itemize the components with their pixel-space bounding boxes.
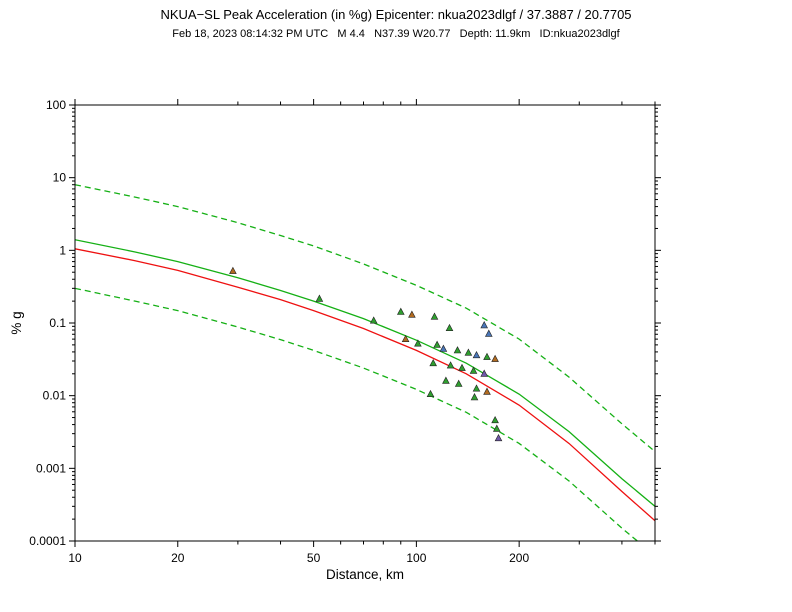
station-marker <box>442 376 450 384</box>
chart-subtitle: Feb 18, 2023 08:14:32 PM UTC M 4.4 N37.3… <box>172 28 620 40</box>
station-marker <box>472 384 481 392</box>
station-marker <box>414 339 422 347</box>
y-tick-label: 0.01 <box>43 389 67 403</box>
station-marker <box>445 323 454 331</box>
y-tick-label: 0.1 <box>49 316 66 330</box>
y-axis-label: % g <box>9 311 24 334</box>
curve-bias-adjusted-median <box>75 248 655 522</box>
station-marker <box>446 361 455 369</box>
x-tick-label: 50 <box>307 551 321 565</box>
y-tick-label: 100 <box>46 98 66 112</box>
station-marker <box>494 433 503 442</box>
station-marker <box>454 379 463 387</box>
station-marker <box>369 316 378 324</box>
station-marker <box>480 321 488 329</box>
station-marker <box>483 352 491 360</box>
curve-gmpe-median <box>75 239 655 507</box>
station-marker <box>229 266 237 274</box>
chart-title: NKUA−SL Peak Acceleration (in %g) Epicen… <box>160 7 632 22</box>
station-marker <box>470 393 479 401</box>
axis-ticks <box>69 99 661 547</box>
x-tick-label: 100 <box>406 551 426 565</box>
station-marker <box>430 312 439 320</box>
station-marker <box>408 310 416 318</box>
station-marker <box>491 415 499 424</box>
station-marker <box>426 389 435 397</box>
tick-labels: 10 20 50 100 200 100 10 1 0.1 0.01 0.001 0.0001 <box>29 98 529 565</box>
curve-median-plus-sigma <box>75 184 655 453</box>
x-tick-label: 10 <box>68 551 82 565</box>
station-markers <box>229 266 503 442</box>
y-tick-label: 0.0001 <box>29 534 66 548</box>
station-marker <box>464 348 473 356</box>
x-tick-label: 200 <box>509 551 529 565</box>
station-marker <box>485 329 493 337</box>
station-marker <box>493 424 501 432</box>
y-tick-label: 10 <box>53 171 67 185</box>
curves <box>75 184 655 541</box>
plot-frame <box>74 104 656 542</box>
station-marker <box>453 346 462 354</box>
station-marker <box>472 350 481 359</box>
x-axis-label: Distance, km <box>326 567 404 582</box>
station-marker <box>491 354 499 362</box>
station-marker <box>439 344 448 352</box>
station-marker <box>433 340 441 348</box>
curve-median-minus-sigma <box>75 287 639 541</box>
station-marker <box>483 387 491 395</box>
station-marker <box>315 294 324 302</box>
station-marker <box>480 369 488 377</box>
y-tick-label: 0.001 <box>36 461 66 475</box>
x-tick-label: 20 <box>171 551 185 565</box>
station-marker <box>401 334 410 342</box>
station-marker <box>397 307 405 315</box>
station-marker <box>469 366 478 374</box>
station-marker <box>429 358 437 367</box>
station-marker <box>458 363 466 371</box>
y-tick-label: 1 <box>59 243 66 257</box>
